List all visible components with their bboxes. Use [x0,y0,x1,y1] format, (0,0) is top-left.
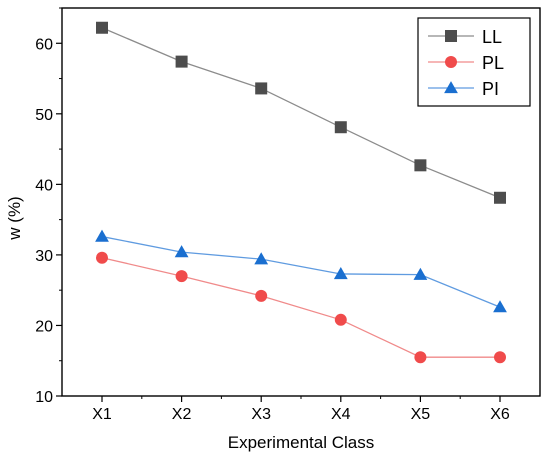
series-line-ll [101,27,501,199]
point-ll-x3 [255,82,268,95]
point-ll-x4 [334,121,347,134]
y-tick-label-10: 10 [35,389,53,406]
point-pl-x6 [494,351,506,364]
point-pi-x1 [95,229,109,242]
x-tick-label-X2: X2 [172,406,192,423]
point-ll-x5 [414,159,427,172]
y-tick-label-60: 60 [35,36,53,53]
x-tick-label-X6: X6 [490,406,510,423]
x-tick-label-X3: X3 [251,406,271,423]
point-pi-x2 [174,245,189,258]
point-ll-x6 [494,191,506,204]
point-pl-x5 [414,351,427,364]
y-tick-label-50: 50 [35,107,53,124]
y-tick-label-40: 40 [35,177,53,194]
legend-label-pi: PI [482,79,499,99]
series-pl [96,251,506,364]
point-pl-x4 [334,313,347,326]
point-pi-x5 [413,267,428,280]
y-axis-label: w (%) [5,196,24,240]
point-ll-x2 [175,55,188,68]
x-tick-label-X4: X4 [331,406,351,423]
legend-marker-ll [445,30,457,42]
series-group [95,21,507,364]
legend: LL PL PI [417,17,531,107]
x-tick-label-X5: X5 [411,406,431,423]
legend-label-pl: PL [482,53,504,73]
legend-label-ll: LL [482,27,502,47]
legend-marker-pl [445,56,457,68]
plot-area: 10 20 30 40 50 60 X1 X2 X3 X4 X5 X6 [35,7,541,423]
series-ll [96,21,506,204]
point-pi-x3 [254,252,269,265]
x-tick-label-X1: X1 [92,406,112,423]
point-pl-x2 [175,270,188,283]
series-line-pl [101,257,500,358]
point-pl-x3 [255,289,268,302]
y-tick-label-20: 20 [35,318,53,335]
legend-marker-pi [444,81,458,94]
point-pi-x4 [333,267,348,280]
y-tick-label-30: 30 [35,248,53,265]
point-pl-x1 [96,251,108,264]
series-pi [95,229,507,313]
point-pi-x6 [493,300,507,313]
series-line-pi [101,235,501,308]
point-ll-x1 [96,21,108,34]
x-axis-label: Experimental Class [228,433,374,452]
